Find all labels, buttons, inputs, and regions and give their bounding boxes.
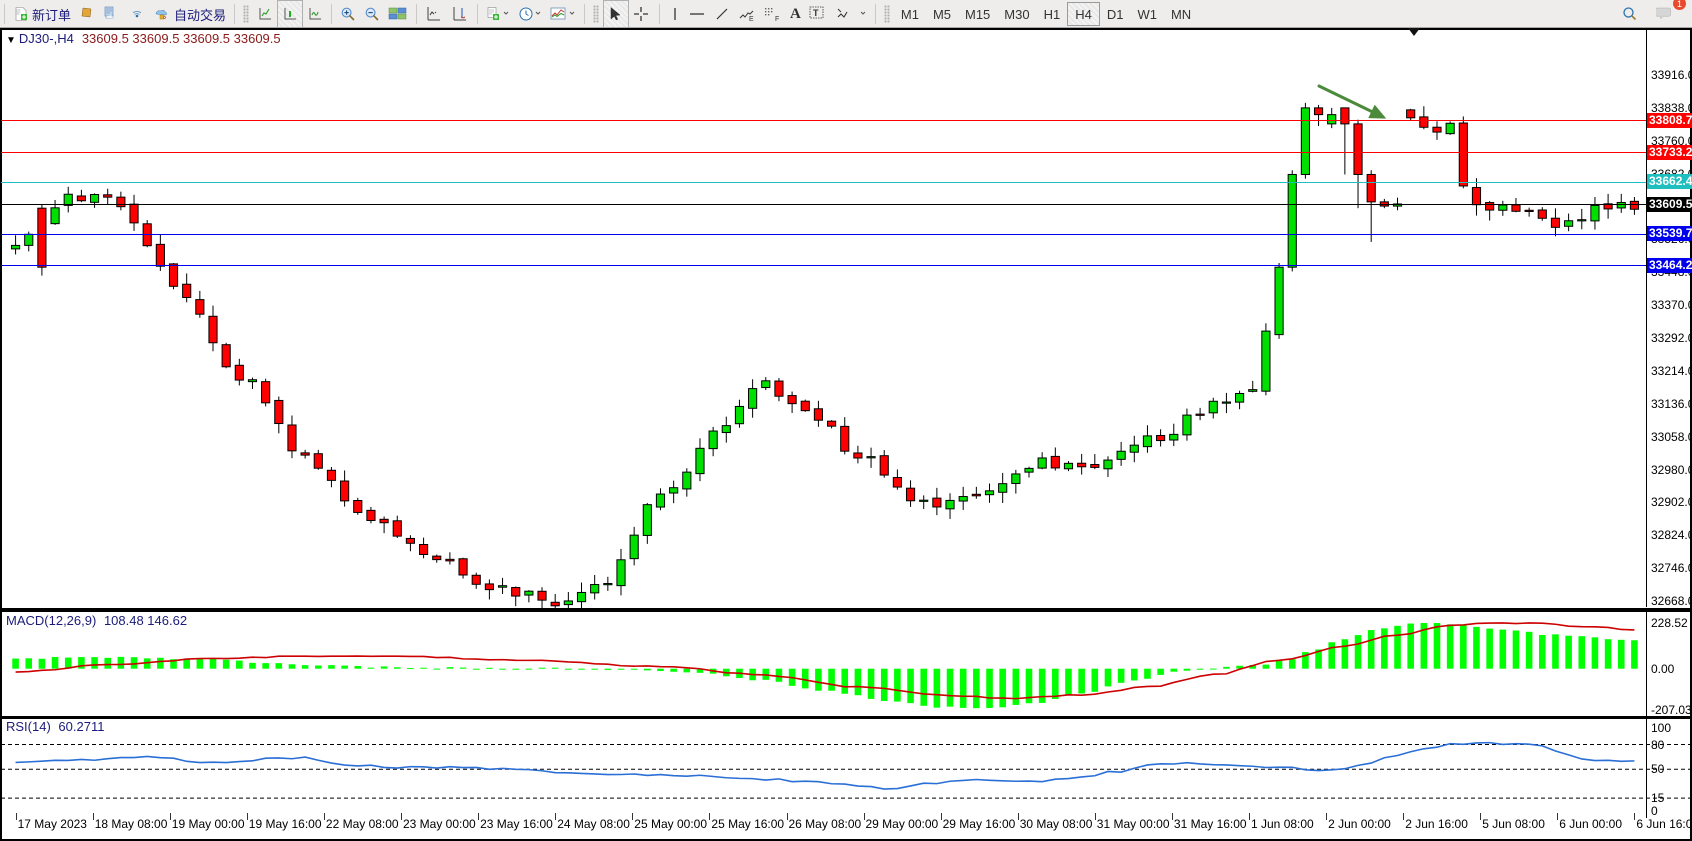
svg-text:T: T <box>813 8 819 18</box>
svg-text:F: F <box>775 16 779 22</box>
svg-text:E: E <box>749 16 754 22</box>
